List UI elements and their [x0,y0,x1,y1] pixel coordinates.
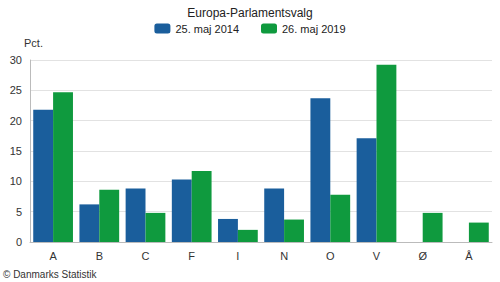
svg-text:Europa-Parlamentsvalg: Europa-Parlamentsvalg [187,6,312,20]
svg-text:© Danmarks Statistik: © Danmarks Statistik [3,269,98,280]
svg-text:0: 0 [16,236,22,248]
svg-text:C: C [142,250,150,262]
svg-text:25: 25 [10,84,22,96]
svg-text:20: 20 [10,115,22,127]
svg-text:Pct.: Pct. [24,37,43,49]
svg-text:Å: Å [465,250,473,262]
svg-text:30: 30 [10,54,22,66]
svg-text:V: V [373,250,381,262]
svg-text:25. maj 2014: 25. maj 2014 [175,23,239,35]
svg-text:26. maj 2019: 26. maj 2019 [282,23,346,35]
svg-text:A: A [49,250,57,262]
svg-text:Ø: Ø [418,250,427,262]
svg-text:10: 10 [10,175,22,187]
svg-text:O: O [326,250,335,262]
svg-text:15: 15 [10,145,22,157]
svg-text:F: F [188,250,195,262]
svg-text:I: I [236,250,239,262]
svg-text:B: B [96,250,103,262]
svg-text:N: N [280,250,288,262]
svg-text:5: 5 [16,206,22,218]
